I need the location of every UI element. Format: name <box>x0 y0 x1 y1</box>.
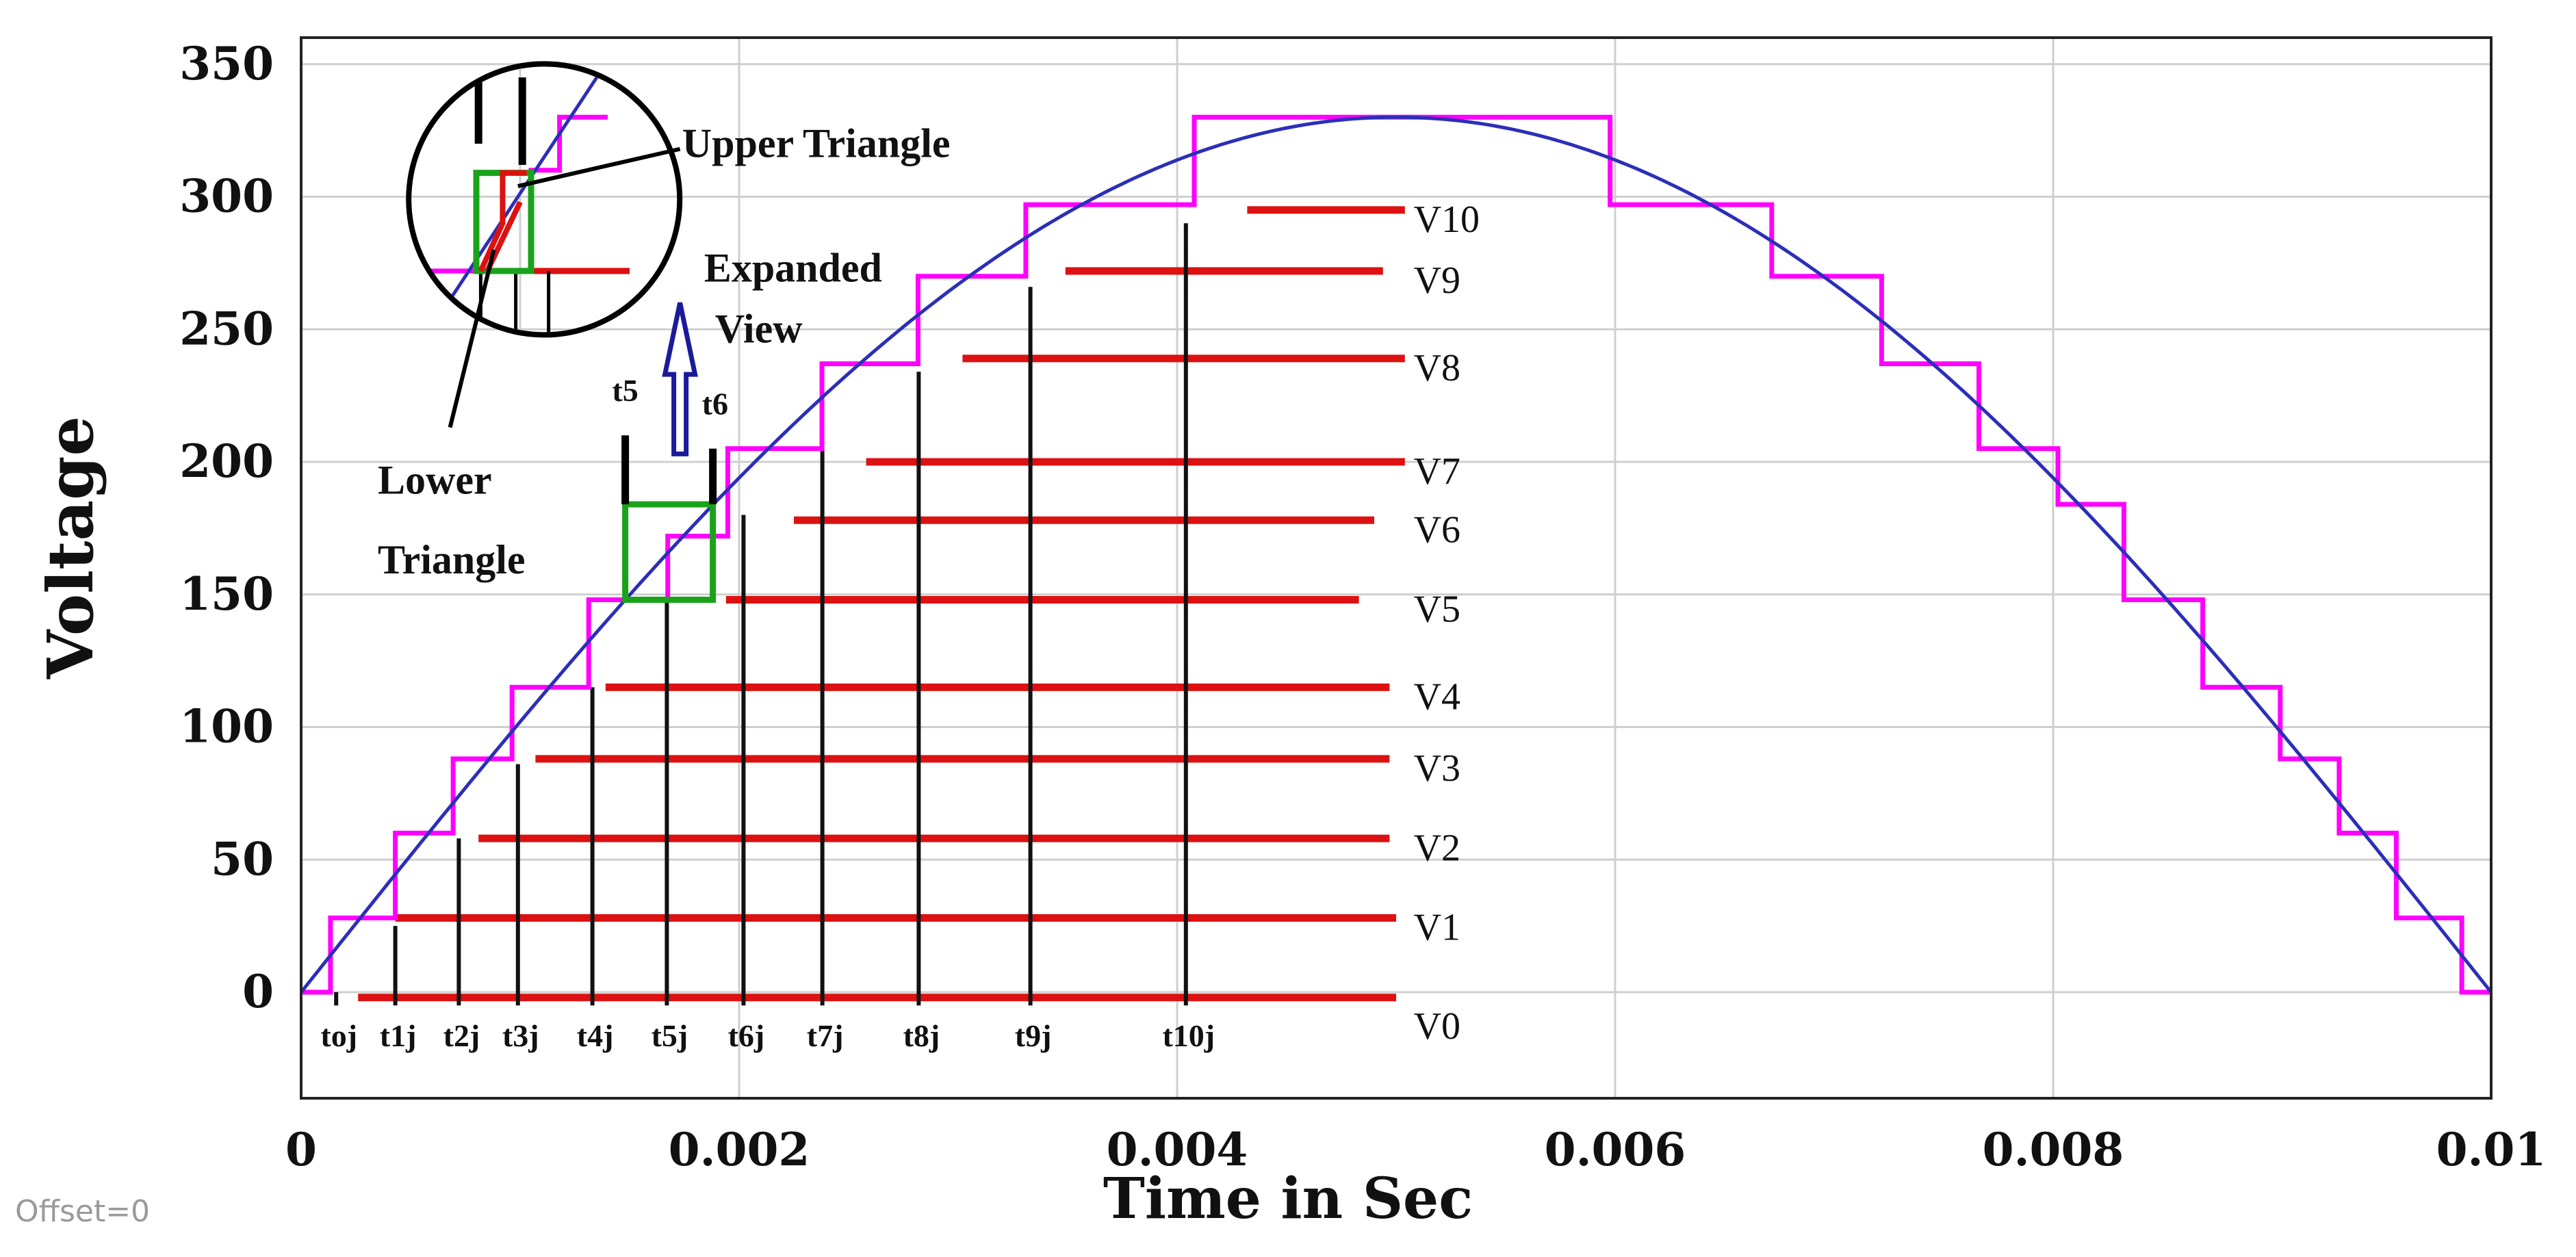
time-marker-label: t2j <box>443 1018 480 1053</box>
time-marker-label: t3j <box>502 1018 539 1053</box>
y-tick-label: 150 <box>179 567 274 621</box>
level-label: V10 <box>1414 198 1480 241</box>
time-marker-label: t9j <box>1015 1018 1052 1053</box>
time-marker-label: t5j <box>652 1018 688 1053</box>
t5-label: t5 <box>612 373 638 408</box>
y-tick-label: 350 <box>179 37 274 90</box>
x-tick-label: 0.002 <box>669 1123 810 1176</box>
time-marker-label: t6j <box>728 1018 765 1053</box>
y-axis-label: Voltage <box>34 416 107 679</box>
lower-triangle-pointer <box>448 249 496 428</box>
y-tick-label: 250 <box>179 302 274 355</box>
x-tick-label: 0 <box>285 1123 317 1176</box>
level-label: V7 <box>1414 450 1460 493</box>
inset-red-outline <box>478 170 527 272</box>
y-tick-label: 0 <box>242 965 274 1018</box>
level-label: V6 <box>1414 508 1460 551</box>
y-tick-label: 100 <box>179 700 274 753</box>
level-label: V8 <box>1414 347 1460 389</box>
highlight-box <box>622 501 717 603</box>
level-lines: V0 V1 V2 V3 V4 V5 V6 V7 V8 V9 V10 <box>358 198 1480 1048</box>
x-tick-label: 0.004 <box>1107 1123 1248 1176</box>
plot-frame <box>300 36 2493 1100</box>
expanded-view-arrow <box>662 302 698 456</box>
annotations: t5t6ExpandedViewt5t6Upper TriangleLowerT… <box>378 61 951 603</box>
level-label: V3 <box>1414 747 1460 790</box>
inset-circle <box>406 61 683 338</box>
lower-triangle-label: Triangle <box>378 537 526 582</box>
y-tick-label: 200 <box>179 435 274 488</box>
series-layer <box>300 114 2493 995</box>
x-tick-label: 0.01 <box>2436 1123 2547 1176</box>
x-tick-label: 0.006 <box>1545 1123 1686 1176</box>
upper-triangle-pointer <box>517 146 681 188</box>
time-marker-label: t8j <box>903 1018 940 1053</box>
y-tick-label: 50 <box>211 832 274 885</box>
level-label: V5 <box>1414 588 1460 631</box>
time-marker-label: t4j <box>577 1018 614 1053</box>
x-axis-label: Time in Sec <box>1103 1166 1473 1232</box>
expanded-view-label: View <box>715 307 803 352</box>
expanded-view-label: Expanded <box>704 246 882 291</box>
upper-triangle-label: Upper Triangle <box>682 120 951 166</box>
t6-label: t6 <box>702 386 728 421</box>
lower-triangle-label: Lower <box>378 458 492 503</box>
level-label: V2 <box>1414 827 1460 869</box>
level-label: V1 <box>1414 907 1460 949</box>
y-tick-label: 300 <box>179 170 274 223</box>
time-marker-label: t10j <box>1162 1018 1215 1053</box>
level-label: V0 <box>1414 1005 1460 1048</box>
axes: 0 0.002 0.004 0.006 0.008 0.01 0 50 100 150 200 250… <box>179 37 2546 1176</box>
level-label: V9 <box>1414 259 1460 302</box>
time-marker-label: t1j <box>380 1018 417 1053</box>
time-marker-label: toj <box>320 1018 357 1053</box>
level-label: V4 <box>1414 675 1460 718</box>
time-markers: toj t1j t2j t3j t4j t5j t6j t7j t8j t9j t10j <box>320 223 1215 1053</box>
time-marker-label: t7j <box>807 1018 844 1053</box>
sine-series <box>300 115 2493 994</box>
offset-label: Offset=0 <box>15 1194 150 1229</box>
x-tick-label: 0.008 <box>1983 1123 2124 1176</box>
